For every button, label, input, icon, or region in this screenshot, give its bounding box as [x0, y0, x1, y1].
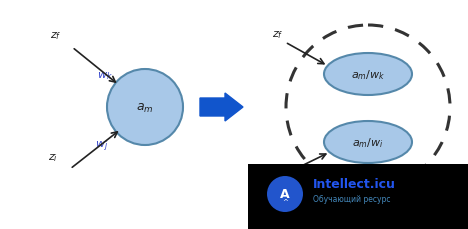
Text: $w_k$: $w_k$: [97, 70, 113, 82]
Text: $z_i$: $z_i$: [48, 151, 58, 163]
Text: ^: ^: [282, 198, 288, 204]
Text: A: A: [280, 188, 290, 201]
Ellipse shape: [324, 54, 412, 95]
Text: $a_m/w_k$: $a_m/w_k$: [351, 68, 385, 82]
Text: $a_m$: $a_m$: [136, 101, 154, 114]
Text: Обучающий ресурс: Обучающий ресурс: [313, 194, 390, 203]
Text: $z_f$: $z_f$: [272, 29, 284, 41]
FancyArrow shape: [200, 94, 243, 121]
Text: $w_j$: $w_j$: [95, 139, 108, 153]
Ellipse shape: [324, 121, 412, 163]
Text: $z_f$: $z_f$: [50, 30, 62, 42]
Circle shape: [267, 176, 303, 212]
Text: $a_m/w_i$: $a_m/w_i$: [352, 136, 384, 149]
Bar: [248, 164, 468, 229]
Text: Intellect.icu: Intellect.icu: [313, 177, 396, 190]
Text: $z_i$: $z_i$: [271, 173, 281, 185]
Circle shape: [107, 70, 183, 145]
